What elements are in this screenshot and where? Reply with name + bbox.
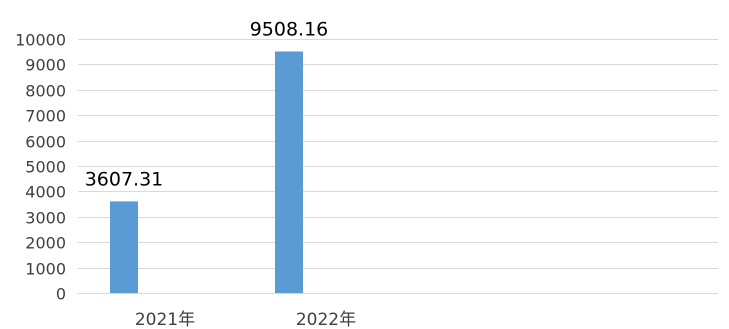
y-tick-label: 4000 <box>25 183 66 202</box>
y-tick-label: 7000 <box>25 107 66 126</box>
y-tick-label: 8000 <box>25 82 66 101</box>
y-tick-label: 3000 <box>25 209 66 228</box>
y-tick-label: 6000 <box>25 133 66 152</box>
y-tick-label: 10000 <box>15 31 66 50</box>
x-category-label: 2021年 <box>135 310 195 329</box>
y-axis-tick-labels: 0 1000 2000 3000 4000 5000 6000 7000 8000 9000 100… <box>15 31 66 304</box>
data-labels: 3607.31 9508.16 <box>85 18 329 190</box>
y-tick-label: 5000 <box>25 158 66 177</box>
bars <box>110 51 303 293</box>
bar <box>110 201 138 293</box>
y-tick-label: 9000 <box>25 56 66 75</box>
y-tick-label: 1000 <box>25 260 66 279</box>
y-tick-label: 0 <box>56 285 66 304</box>
x-axis-category-labels: 2021年 2022年 <box>135 310 356 329</box>
y-tick-label: 2000 <box>25 234 66 253</box>
x-category-label: 2022年 <box>296 310 356 329</box>
data-label: 9508.16 <box>250 18 329 40</box>
data-label: 3607.31 <box>85 168 164 190</box>
bar <box>275 51 303 293</box>
gridlines <box>78 39 718 294</box>
